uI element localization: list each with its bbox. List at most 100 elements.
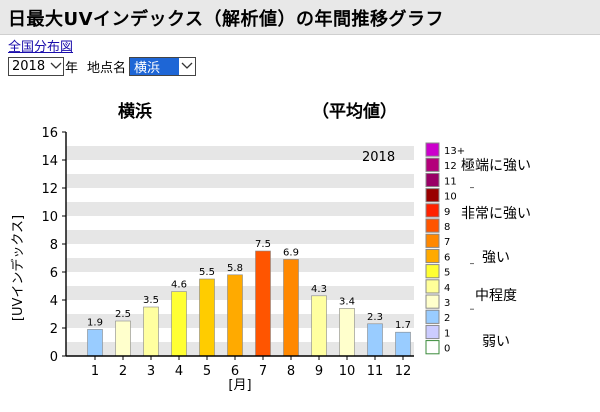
title-bar: 日最大UVインデックス（解析値）の年間推移グラフ: [0, 0, 600, 35]
legend-category-label: 弱い: [482, 334, 510, 350]
bar: [199, 278, 215, 357]
legend-level-label: 1: [444, 328, 450, 339]
chevron-down-icon: [48, 58, 63, 75]
bar-value-label: 2.5: [115, 309, 131, 320]
bar-value-label: 1.9: [87, 317, 103, 328]
controls-bar: 2018 年 地点名 横浜: [8, 55, 197, 77]
legend-level-label: 12: [444, 161, 457, 172]
x-tick-label: 12: [395, 364, 412, 379]
station-select-value: 横浜: [130, 57, 180, 76]
legend-level-label: 6: [444, 252, 450, 263]
legend-swatch: [425, 203, 440, 218]
year-select-value: 2018: [12, 58, 46, 74]
legend-swatch: [425, 340, 440, 355]
bar: [339, 308, 355, 357]
y-tick-label: 10: [41, 210, 58, 225]
grid-band: [66, 146, 414, 160]
y-tick-label: 12: [41, 182, 58, 197]
bar: [143, 306, 159, 357]
year-select[interactable]: 2018: [8, 56, 64, 76]
legend-swatch: [425, 324, 440, 340]
grid-band: [66, 174, 414, 188]
legend-category-label: 中程度: [475, 288, 517, 304]
y-tick-label: 14: [41, 154, 58, 169]
x-tick-label: 1: [91, 364, 99, 379]
chevron-down-icon: [179, 58, 195, 75]
bar-value-label: 2.3: [367, 312, 383, 323]
bar: [395, 331, 411, 357]
bar: [283, 259, 299, 357]
x-tick-label: 9: [315, 364, 323, 379]
legend-level-label: 2: [444, 313, 450, 324]
x-tick-label: 4: [175, 364, 183, 379]
legend-level-label: 9: [444, 207, 450, 218]
x-tick-label: 7: [259, 364, 267, 379]
bar-value-label: 1.7: [395, 320, 411, 331]
bar-value-label: 7.5: [255, 239, 271, 250]
uv-index-chart: 1.9 2.5 3.5 4.6 5.5 5.8 7.5 6.9 4.3 3.4 2.3 1.7 0 2 4…: [10, 101, 531, 393]
page-title: 日最大UVインデックス（解析値）の年間推移グラフ: [8, 9, 445, 30]
y-tick-label: 16: [41, 126, 58, 141]
bar: [87, 329, 103, 357]
y-tick-label: 4: [50, 294, 58, 309]
grid-band: [66, 258, 414, 272]
grid-band: [66, 230, 414, 244]
legend-swatch: [425, 279, 440, 294]
bar-value-label: 3.4: [339, 296, 355, 307]
legend-category-label: 極端に強い: [461, 158, 531, 174]
legend-level-label: 3: [444, 298, 450, 309]
bar-value-label: 3.5: [143, 295, 159, 306]
chart-title-station: 横浜: [118, 101, 152, 122]
bars: 1.9 2.5 3.5 4.6 5.5 5.8 7.5 6.9 4.3 3.4 2.3 1.7: [87, 239, 411, 357]
legend-swatch: [425, 218, 440, 233]
x-axis-label: [月]: [228, 378, 251, 393]
bar: [227, 274, 243, 357]
grid-band: [66, 202, 414, 216]
y-axis-label: [UVインデックス]: [10, 215, 26, 321]
legend-category-label: 非常に強い: [461, 206, 531, 222]
station-label: 地点名: [87, 60, 127, 76]
legend-level-label: 0: [444, 344, 450, 355]
legend-level-label: 13+: [444, 146, 465, 157]
x-tick-label: 3: [147, 364, 155, 379]
bar-value-label: 5.8: [227, 263, 243, 274]
bar: [311, 295, 327, 357]
legend-swatch: [425, 142, 440, 157]
station-select[interactable]: 横浜: [129, 56, 197, 76]
legend-swatch: [425, 233, 440, 248]
legend-swatch: [425, 157, 440, 172]
legend-level-label: 8: [444, 222, 450, 233]
legend-swatch: [425, 309, 440, 324]
y-tick-label: 8: [50, 238, 58, 253]
legend-level-label: 4: [444, 283, 450, 294]
national-map-link[interactable]: 全国分布図: [8, 40, 74, 55]
x-tick-label: 2: [119, 364, 127, 379]
legend-swatch: [425, 248, 440, 264]
legend-level-label: 5: [444, 268, 450, 279]
x-tick-label: 8: [287, 364, 295, 379]
y-tick-label: 6: [50, 266, 58, 281]
legend-swatch: [425, 172, 440, 188]
bar: [255, 250, 271, 357]
legend-category-label: 強い: [482, 250, 510, 266]
legend-level-label: 10: [444, 192, 457, 203]
x-tick-label: 5: [203, 364, 211, 379]
y-tick-label: 0: [50, 350, 58, 365]
legend-swatch: [425, 294, 440, 309]
chart-year-label: 2018: [362, 150, 395, 165]
legend-swatch: [425, 264, 440, 279]
legend-swatch: [425, 188, 440, 203]
bar: [115, 320, 131, 357]
bar: [171, 291, 187, 357]
bar-value-label: 4.6: [171, 280, 187, 291]
legend-level-label: 7: [444, 237, 450, 248]
legend-level-label: 11: [444, 176, 457, 187]
bar-value-label: 6.9: [283, 247, 299, 258]
bar-value-label: 5.5: [199, 267, 215, 278]
chart-title-average: （平均値）: [312, 101, 397, 122]
x-tick-label: 11: [367, 364, 384, 379]
y-tick-label: 2: [50, 322, 58, 337]
x-tick-label: 6: [231, 364, 239, 379]
